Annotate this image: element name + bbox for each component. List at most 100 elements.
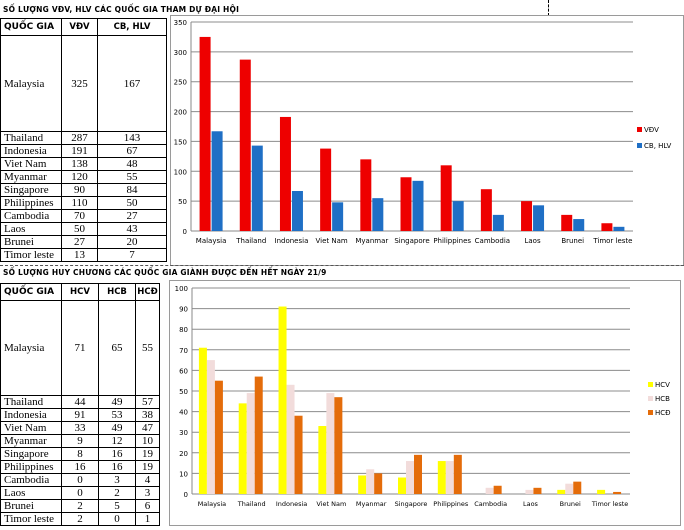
cell-value: 0 [98, 512, 136, 526]
athletes-table: QUỐC GIA VĐV CB, HLV Malaysia 325 167 Thail… [0, 17, 167, 262]
cell-value: 65 [98, 300, 136, 396]
x-tick-label: Malaysia [198, 500, 226, 508]
bar-v-v [239, 59, 251, 232]
cell-country: Viet Nam [0, 421, 62, 435]
y-tick-label: 10 [179, 470, 188, 478]
table-row: Thailand 44 49 57 [0, 395, 160, 409]
cell-country: Laos [0, 222, 62, 236]
bar-v-v [400, 177, 412, 231]
cell-country: Indonesia [0, 144, 62, 158]
cell-value: 138 [61, 157, 98, 171]
table-header-row: QUỐC GIA HCV HCB HCĐ [0, 282, 160, 302]
cell-value: 49 [98, 421, 136, 435]
bar-hcb [286, 384, 295, 494]
bar-cb-hlv [533, 205, 545, 231]
cell-value: 7 [97, 248, 167, 262]
table-row: Brunei 2 5 6 [0, 499, 160, 513]
table-row: Viet Nam 33 49 47 [0, 421, 160, 435]
cell-country: Myanmar [0, 434, 62, 448]
bar-cb-hlv [452, 201, 464, 231]
athletes-chart-svg: 0 50 100 150 200 250 300 350 Malaysia Thailand Ind… [174, 19, 672, 245]
cell-value: 2 [61, 512, 99, 526]
header-athletes: VĐV [61, 17, 98, 37]
x-tick-label: Timor leste [591, 500, 628, 508]
cell-value: 84 [97, 183, 167, 197]
cell-value: 71 [61, 300, 99, 396]
x-tick-label: Indonesia [275, 237, 309, 245]
table-header-row: QUỐC GIA VĐV CB, HLV [0, 17, 167, 37]
header-country: QUỐC GIA [0, 282, 62, 302]
table-row: Myanmar 9 12 10 [0, 434, 160, 448]
bar-v-v [440, 165, 452, 231]
section1-title: SỐ LƯỢNG VĐV, HLV CÁC QUỐC GIA THAM DỰ Đ… [3, 5, 240, 14]
cell-value: 33 [61, 421, 99, 435]
legend-swatch [648, 396, 653, 401]
cell-country: Cambodia [0, 209, 62, 223]
cell-value: 1 [135, 512, 160, 526]
x-tick-label: Brunei [560, 500, 581, 508]
cell-value: 5 [98, 499, 136, 513]
cell-country: Cambodia [0, 473, 62, 487]
table-row: Laos 0 2 3 [0, 486, 160, 500]
legend-label: HCB [655, 395, 670, 403]
cell-country: Timor leste [0, 512, 62, 526]
cell-value: 47 [135, 421, 160, 435]
bar-hc- [533, 487, 542, 494]
bar-hcv [437, 461, 446, 494]
header-gold: HCV [61, 282, 99, 302]
bar-hcv [597, 489, 606, 494]
cell-value: 27 [97, 209, 167, 223]
cell-value: 38 [135, 408, 160, 422]
divider-vertical [548, 0, 549, 16]
table-row: Malaysia 71 65 55 [0, 300, 160, 396]
divider-horizontal [0, 265, 684, 266]
bar-hcv [557, 489, 566, 494]
legend-label: VĐV [644, 126, 659, 134]
cell-country: Philippines [0, 460, 62, 474]
cell-country: Thailand [0, 395, 62, 409]
cell-value: 2 [98, 486, 136, 500]
y-tick-label: 60 [179, 367, 188, 375]
bar-hcb [326, 393, 335, 494]
y-tick-label: 150 [174, 138, 187, 146]
medals-table: QUỐC GIA HCV HCB HCĐ Malaysia 71 65 55 Thail… [0, 282, 160, 526]
table-row: Philippines 16 16 19 [0, 460, 160, 474]
bar-hc- [334, 397, 343, 494]
bar-hcb [366, 469, 375, 494]
table-row: Brunei 27 20 [0, 235, 167, 249]
cell-value: 16 [61, 460, 99, 474]
y-tick-label: 0 [184, 491, 188, 499]
bar-v-v [601, 223, 613, 231]
cell-value: 3 [98, 473, 136, 487]
y-tick-label: 0 [183, 228, 187, 236]
bar-hc- [493, 485, 502, 494]
bar-hcb [406, 461, 414, 494]
cell-value: 19 [135, 447, 160, 461]
cell-value: 43 [97, 222, 167, 236]
medals-chart: 0 10 20 30 40 50 60 70 80 90 100 Malaysia Thailand In… [169, 280, 681, 526]
x-tick-label: Singapore [394, 237, 429, 245]
cell-value: 55 [97, 170, 167, 184]
y-tick-label: 50 [178, 198, 187, 206]
cell-value: 3 [135, 486, 160, 500]
bar-hcv [278, 306, 287, 494]
bar-v-v [320, 148, 332, 231]
cell-country: Brunei [0, 499, 62, 513]
cell-value: 48 [97, 157, 167, 171]
x-tick-label: Thailand [235, 237, 266, 245]
cell-country: Philippines [0, 196, 62, 210]
table-row: Timor leste 13 7 [0, 248, 167, 262]
bar-v-v [199, 36, 211, 231]
y-tick-label: 70 [179, 347, 188, 355]
y-tick-label: 40 [179, 409, 188, 417]
bar-cb-hlv [211, 131, 223, 231]
y-tick-label: 100 [174, 168, 187, 176]
bar-hcv [238, 403, 247, 494]
bar-cb-hlv [573, 219, 585, 231]
legend-swatch [637, 143, 642, 148]
cell-country: Laos [0, 486, 62, 500]
cell-value: 53 [98, 408, 136, 422]
cell-value: 191 [61, 144, 98, 158]
bar-v-v [279, 116, 291, 231]
x-tick-label: Singapore [395, 500, 428, 508]
